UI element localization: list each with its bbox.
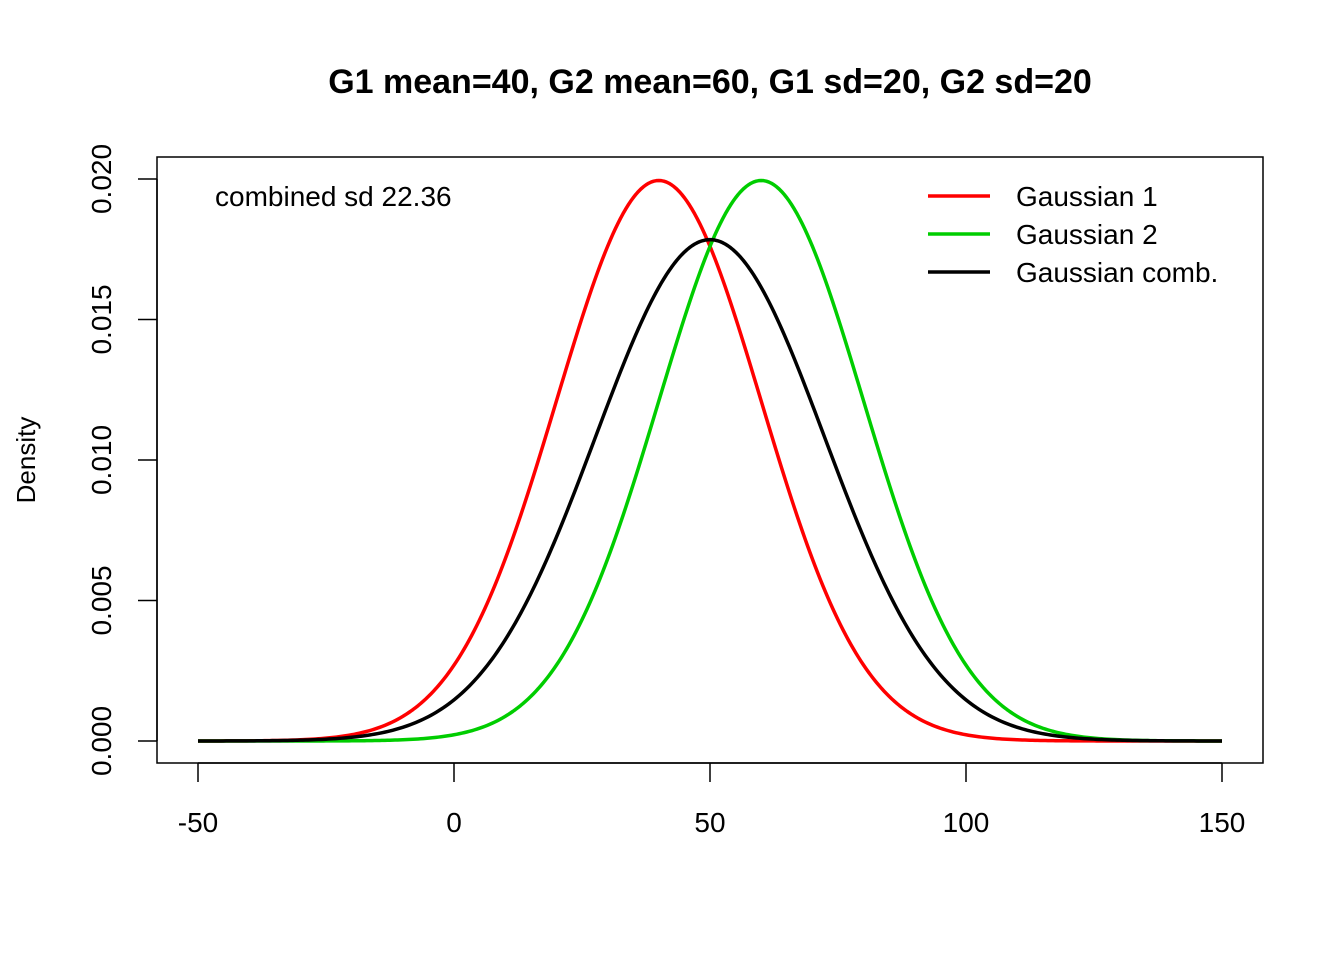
- y-tick-label: 0.000: [86, 706, 117, 776]
- y-tick-label: 0.005: [86, 565, 117, 635]
- legend: Gaussian 1 Gaussian 2 Gaussian comb.: [928, 181, 1218, 288]
- x-tick-label: -50: [178, 807, 218, 838]
- y-axis-label: Density: [11, 417, 41, 504]
- x-tick-label: 100: [943, 807, 990, 838]
- y-tick-label: 0.010: [86, 425, 117, 495]
- x-axis: -50 0 50 100 150: [178, 762, 1246, 838]
- legend-label: Gaussian 1: [1016, 181, 1158, 212]
- y-tick-label: 0.015: [86, 284, 117, 354]
- x-tick-label: 150: [1199, 807, 1246, 838]
- series-line-gaussian-2: [198, 178, 1223, 743]
- combined-sd-annotation: combined sd 22.36: [215, 181, 452, 212]
- series-line-gaussian-comb: [197, 237, 1223, 743]
- legend-label: Gaussian comb.: [1016, 257, 1218, 288]
- x-tick-label: 50: [694, 807, 725, 838]
- chart-title: G1 mean=40, G2 mean=60, G1 sd=20, G2 sd=…: [328, 63, 1092, 101]
- y-tick-label: 0.020: [86, 144, 117, 214]
- y-axis: 0.000 0.005 0.010 0.015 0.020: [86, 144, 158, 776]
- x-tick-label: 0: [446, 807, 462, 838]
- legend-label: Gaussian 2: [1016, 219, 1158, 250]
- series-layer: [197, 178, 1223, 743]
